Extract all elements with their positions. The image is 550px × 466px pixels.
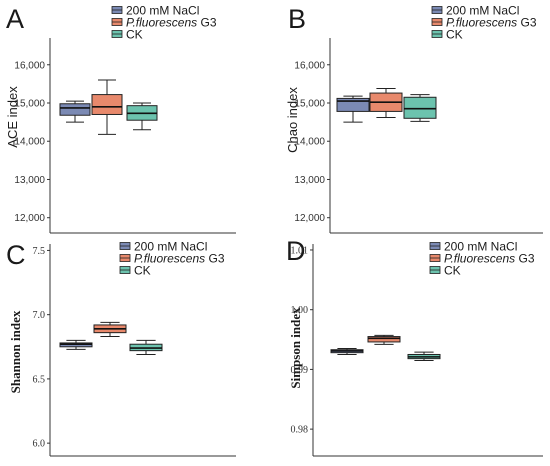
y-tick-label-a: 12,000	[14, 213, 45, 224]
legend-item-g3-b: P.fluorescens G3	[431, 16, 537, 30]
iqr-box-g3	[91, 94, 123, 115]
legend-label-g3: P.fluorescens G3	[126, 16, 217, 30]
axes-a: 12,000 13,000 14,000 15,000 16,000	[14, 38, 236, 234]
legend-item-ck-b: CK	[431, 28, 463, 42]
legend-item-nacl-a: 200 mM NaCl	[111, 4, 199, 18]
y-axis-label-d: Simpson index	[288, 307, 303, 389]
y-tick-label-a: 14,000	[14, 137, 45, 148]
box-nacl-c	[59, 339, 93, 350]
box-g3-c	[93, 321, 127, 338]
y-axis-label-c: Shannon index	[8, 310, 23, 393]
y-tick-label-a: 16,000	[14, 60, 45, 71]
legend-item-ck-a: CK	[111, 28, 143, 42]
y-tick-label-a: 13,000	[14, 175, 45, 186]
legend-item-nacl-d: 200 mM NaCl	[429, 240, 517, 254]
y-tick-label-b: 13,000	[294, 175, 325, 186]
legend-label-ck: CK	[446, 28, 463, 42]
box-g3-b	[369, 87, 403, 119]
y-tick-label-d: 0.99	[291, 365, 309, 376]
axes-b: 12,000 13,000 14,000 15,000 16,000	[294, 38, 543, 234]
axes-c: 6.0 6.5 7.0 7.5	[33, 244, 236, 457]
boxes-c	[59, 321, 163, 355]
box-nacl-b	[336, 95, 370, 123]
box-ck-d	[407, 351, 441, 361]
box-ck-a	[126, 102, 158, 131]
box-g3-a	[91, 79, 123, 135]
legend-item-g3-d: P.fluorescens G3	[429, 252, 535, 266]
panel-d: D Simpson index 0.98 0.99 1.00 1.01 200 mM …	[286, 236, 543, 457]
legend-label-nacl: 200 mM NaCl	[444, 240, 517, 254]
boxes-b	[336, 87, 437, 123]
boxes-a	[59, 79, 158, 135]
panel-letter-a: A	[6, 4, 24, 34]
iqr-box-g3	[367, 336, 401, 343]
y-axis-label-a: ACE index	[5, 86, 20, 148]
panel-letter-c: C	[6, 240, 26, 270]
legend-item-g3-a: P.fluorescens G3	[111, 16, 217, 30]
legend-item-nacl-c: 200 mM NaCl	[119, 240, 207, 254]
y-tick-label-d: 1.00	[291, 305, 309, 316]
legend-label-nacl: 200 mM NaCl	[134, 240, 207, 254]
legend-label-ck: CK	[444, 264, 461, 278]
y-tick-label-b: 12,000	[294, 213, 325, 224]
y-tick-label-c: 6.0	[33, 439, 46, 450]
boxes-d	[330, 334, 441, 361]
box-ck-c	[129, 339, 163, 355]
y-axis-label-b: Chao index	[285, 87, 300, 153]
y-tick-label-c: 7.5	[33, 246, 46, 257]
iqr-box-ck	[403, 96, 437, 119]
legend-label-ck: CK	[134, 264, 151, 278]
legend-label-g3: P.fluorescens G3	[446, 16, 537, 30]
y-tick-label-d: 1.01	[291, 245, 309, 256]
legend-label-nacl: 200 mM NaCl	[446, 4, 519, 18]
panel-a: A ACE index 12,000 13,000 14,000 15,000 16,0…	[5, 4, 236, 234]
y-tick-label-c: 6.5	[33, 374, 46, 385]
box-ck-b	[403, 94, 437, 122]
box-nacl-d	[330, 348, 364, 355]
y-tick-label-b: 15,000	[294, 99, 325, 110]
y-tick-label-c: 7.0	[33, 310, 46, 321]
panel-letter-b: B	[288, 4, 306, 34]
y-tick-label-d: 0.98	[291, 425, 309, 436]
box-nacl-a	[59, 100, 91, 123]
legend-item-nacl-b: 200 mM NaCl	[431, 4, 519, 18]
axes-d: 0.98 0.99 1.00 1.01	[291, 244, 543, 457]
iqr-box-nacl	[59, 103, 91, 116]
legend-label-g3: P.fluorescens G3	[134, 252, 225, 266]
y-tick-label-b: 16,000	[294, 60, 325, 71]
legend-label-g3: P.fluorescens G3	[444, 252, 535, 266]
legend-item-ck-d: CK	[429, 264, 461, 278]
y-tick-label-b: 14,000	[294, 137, 325, 148]
legend-label-nacl: 200 mM NaCl	[126, 4, 199, 18]
legend-item-g3-c: P.fluorescens G3	[119, 252, 225, 266]
y-tick-label-a: 15,000	[14, 99, 45, 110]
panel-c: C Shannon index 6.0 6.5 7.0 7.5 200 mM NaCl…	[6, 240, 236, 457]
panel-b: B Chao index 12,000 13,000 14,000 15,000 16,…	[285, 4, 543, 234]
legend-item-ck-c: CK	[119, 264, 151, 278]
box-g3-d	[367, 334, 401, 345]
legend-label-ck: CK	[126, 28, 143, 42]
panel-letter-d: D	[286, 236, 306, 266]
